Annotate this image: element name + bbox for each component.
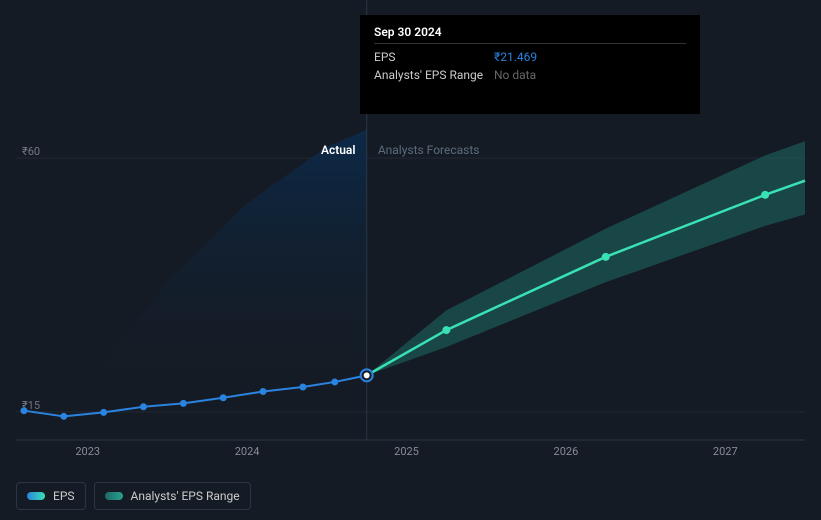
label-actual: Actual bbox=[321, 143, 356, 157]
tooltip-rows: EPS₹21.469Analysts' EPS RangeNo data bbox=[374, 48, 686, 84]
actual-marker bbox=[100, 409, 107, 416]
x-tick-label: 2025 bbox=[394, 445, 419, 458]
tooltip-row: Analysts' EPS RangeNo data bbox=[374, 66, 686, 84]
x-tick-label: 2027 bbox=[713, 445, 738, 458]
actual-marker bbox=[140, 403, 147, 410]
forecast-marker bbox=[602, 253, 610, 261]
tooltip: Sep 30 2024 EPS₹21.469Analysts' EPS Rang… bbox=[360, 15, 700, 114]
legend: EPS Analysts' EPS Range bbox=[16, 482, 251, 510]
label-forecast: Analysts Forecasts bbox=[378, 143, 480, 157]
actual-marker bbox=[220, 394, 227, 401]
legend-label: Analysts' EPS Range bbox=[131, 489, 240, 503]
x-tick-label: 2026 bbox=[554, 445, 579, 458]
y-tick-label: ₹60 bbox=[22, 145, 40, 158]
actual-marker bbox=[180, 400, 187, 407]
x-tick-label: 2023 bbox=[75, 445, 100, 458]
actual-marker bbox=[331, 378, 338, 385]
tooltip-label: Analysts' EPS Range bbox=[374, 68, 494, 82]
legend-label: EPS bbox=[53, 489, 75, 503]
actual-marker bbox=[20, 407, 27, 414]
forecast-marker bbox=[761, 191, 769, 199]
x-tick-label: 2024 bbox=[235, 445, 260, 458]
highlight-point-inner bbox=[364, 372, 370, 378]
actual-area bbox=[24, 130, 367, 417]
tooltip-value: ₹21.469 bbox=[494, 50, 537, 64]
legend-swatch bbox=[105, 492, 123, 500]
forecast-marker bbox=[442, 326, 450, 334]
tooltip-value: No data bbox=[494, 68, 536, 82]
chart-container: ₹15₹60ActualAnalysts Forecasts2023202420… bbox=[0, 0, 821, 520]
analysts-range-band bbox=[367, 141, 805, 375]
actual-marker bbox=[299, 384, 306, 391]
legend-item[interactable]: Analysts' EPS Range bbox=[94, 482, 251, 510]
tooltip-label: EPS bbox=[374, 50, 494, 64]
actual-marker bbox=[260, 388, 267, 395]
legend-swatch bbox=[27, 492, 45, 500]
tooltip-date: Sep 30 2024 bbox=[374, 25, 686, 44]
tooltip-row: EPS₹21.469 bbox=[374, 48, 686, 66]
legend-item[interactable]: EPS bbox=[16, 482, 86, 510]
actual-marker bbox=[60, 413, 67, 420]
